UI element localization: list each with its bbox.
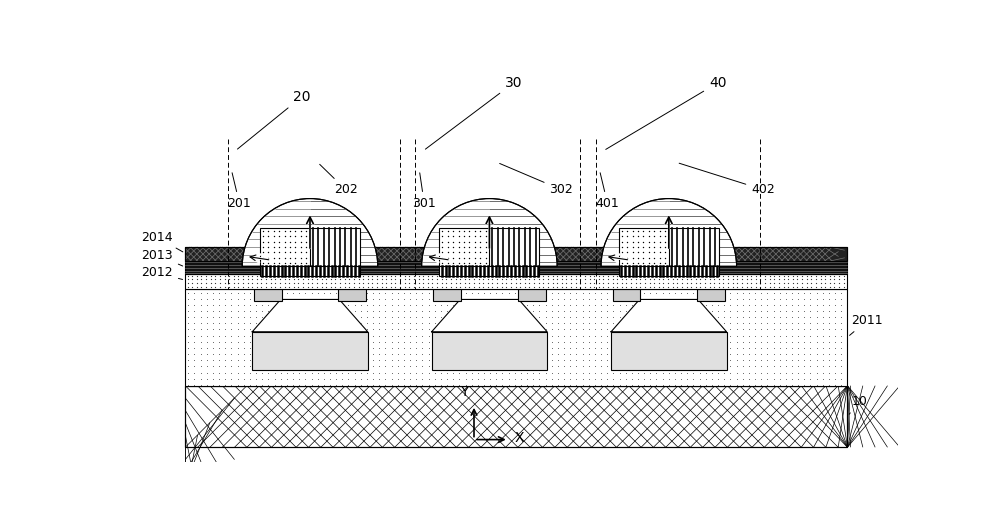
Bar [260, 266, 360, 276]
Bar [619, 228, 719, 266]
Bar [613, 290, 640, 301]
Bar [439, 228, 489, 266]
Bar [697, 290, 725, 301]
Wedge shape [601, 199, 737, 266]
Text: 401: 401 [596, 173, 619, 210]
Text: 2013: 2013 [141, 249, 183, 266]
Bar [185, 274, 847, 290]
Wedge shape [422, 199, 557, 266]
Bar [254, 290, 282, 301]
Bar [669, 228, 719, 266]
Text: 301: 301 [412, 173, 436, 210]
Text: 40: 40 [606, 76, 726, 149]
Bar [611, 332, 727, 370]
Bar [185, 247, 847, 261]
Polygon shape [252, 299, 368, 332]
Text: 10: 10 [849, 395, 867, 414]
Text: 20: 20 [237, 90, 311, 149]
Text: Y: Y [461, 385, 469, 399]
Wedge shape [242, 199, 378, 266]
Bar [489, 228, 539, 266]
Bar [260, 228, 360, 266]
Text: 402: 402 [679, 163, 775, 196]
Bar [619, 266, 719, 276]
Text: 30: 30 [425, 76, 522, 149]
Bar [518, 290, 546, 301]
Bar [185, 247, 847, 261]
Text: X: X [515, 431, 524, 445]
Text: 202: 202 [320, 165, 358, 196]
Polygon shape [432, 299, 547, 332]
Bar [310, 228, 360, 266]
Bar [185, 261, 847, 274]
Bar [260, 228, 310, 266]
Polygon shape [611, 299, 727, 332]
Text: 2012: 2012 [141, 266, 183, 280]
Bar [185, 386, 847, 447]
Text: 201: 201 [228, 173, 251, 210]
Text: 2011: 2011 [850, 314, 883, 335]
Bar [185, 290, 847, 386]
Bar [433, 290, 461, 301]
Bar [185, 386, 847, 447]
Bar [619, 228, 669, 266]
Text: 2014: 2014 [141, 231, 183, 252]
Bar [252, 332, 368, 370]
Bar [439, 228, 539, 266]
Bar [432, 332, 547, 370]
Bar [338, 290, 366, 301]
Text: 302: 302 [500, 163, 573, 196]
Bar [439, 266, 539, 276]
